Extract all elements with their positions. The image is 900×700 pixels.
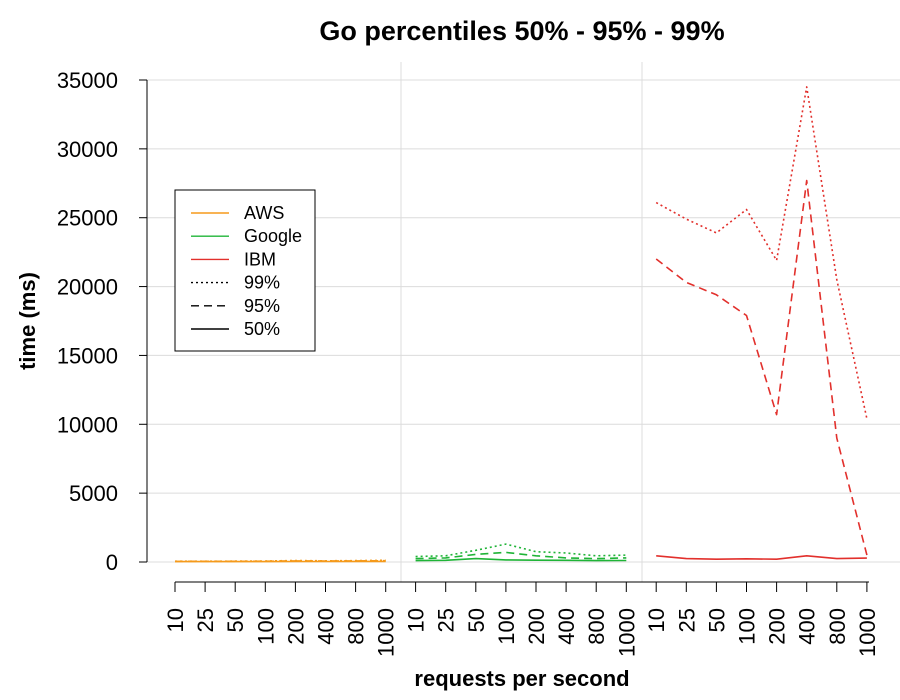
x-tick-label: 10 xyxy=(163,608,188,632)
y-tick-label: 30000 xyxy=(57,137,118,162)
x-tick-label: 50 xyxy=(223,608,248,632)
x-tick-label: 1000 xyxy=(855,608,880,657)
x-tick-label: 50 xyxy=(704,608,729,632)
series-lines xyxy=(174,86,868,563)
x-tick-label: 10 xyxy=(404,608,429,632)
y-tick-label: 10000 xyxy=(57,412,118,437)
x-tick-label: 100 xyxy=(253,608,278,645)
x-tick-label: 800 xyxy=(584,608,609,645)
series-line-google-50 xyxy=(415,557,627,562)
legend: AWS Google IBM 99% 95% 50% xyxy=(174,189,316,352)
y-axis-title: time (ms) xyxy=(15,272,40,370)
x-tick-label: 50 xyxy=(464,608,489,632)
x-tick-label: 200 xyxy=(765,608,790,645)
x-tick-label: 25 xyxy=(193,608,218,632)
x-tick-label: 400 xyxy=(795,608,820,645)
y-tick-label: 20000 xyxy=(57,275,118,300)
legend-label: 95% xyxy=(244,296,280,316)
legend-label: AWS xyxy=(244,203,284,223)
legend-label: Google xyxy=(244,226,302,246)
x-tick-label: 100 xyxy=(735,608,760,645)
chart-title: Go percentiles 50% - 95% - 99% xyxy=(319,16,724,46)
y-tick-label: 25000 xyxy=(57,206,118,231)
y-tick-label: 15000 xyxy=(57,343,118,368)
series-line-google-99 xyxy=(415,543,627,558)
x-axis-title: requests per second xyxy=(414,666,629,691)
x-tick-label: 400 xyxy=(554,608,579,645)
series-line-google-95 xyxy=(415,551,627,560)
x-tick-label: 800 xyxy=(825,608,850,645)
x-tick-label: 200 xyxy=(524,608,549,645)
legend-label: IBM xyxy=(244,249,276,269)
y-tick-label: 5000 xyxy=(69,481,118,506)
x-tick-label: 1000 xyxy=(374,608,399,657)
legend-label: 50% xyxy=(244,319,280,339)
x-tick-label: 800 xyxy=(344,608,369,645)
y-tick-label: 35000 xyxy=(57,68,118,93)
series-line-ibm-99 xyxy=(655,86,868,419)
x-tick-label: 1000 xyxy=(614,608,639,657)
x-tick-label: 25 xyxy=(674,608,699,632)
legend-label: 99% xyxy=(244,273,280,293)
x-tick-label: 200 xyxy=(283,608,308,645)
x-tick-label: 10 xyxy=(644,608,669,632)
series-line-ibm-95 xyxy=(655,179,868,556)
x-tick-label: 400 xyxy=(314,608,339,645)
y-tick-label: 0 xyxy=(106,550,118,575)
series-line-ibm-50 xyxy=(656,554,867,561)
x-tick-label: 100 xyxy=(494,608,519,645)
legend-box xyxy=(174,189,316,352)
x-tick-label: 25 xyxy=(434,608,459,632)
